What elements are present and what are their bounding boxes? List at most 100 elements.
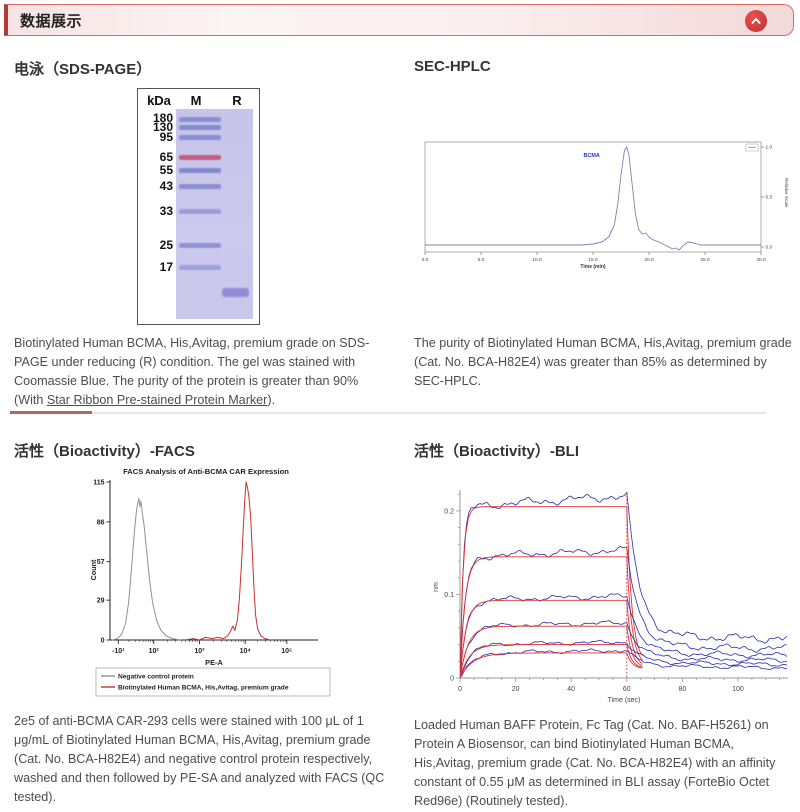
x-tick-label: 5.0 [478,257,485,263]
x-tick-label: 0 [458,686,462,693]
x-tick-label: 10⁴ [240,648,252,655]
chevron-up-icon [751,18,761,24]
sds-caption: Biotinylated Human BCMA, His,Avitag, pre… [14,334,390,410]
hplc-section-title: SEC-HPLC [414,58,491,75]
y-tick-label: 0.1 [444,592,454,599]
divider-accent [10,411,92,414]
gel-marker-band [179,168,221,174]
sensorgram-traces [460,491,788,678]
x-axis-label: PE-A [205,658,223,667]
collapse-button[interactable] [745,10,767,32]
gel-ladder-value: 43 [159,178,173,193]
plot-frame [424,141,762,253]
x-tick-label: 10.0 [532,257,542,263]
y-tick-label: 0 [450,676,454,683]
gel-ladder-value: 65 [159,149,173,164]
y-axis-label: nm [433,582,440,592]
x-tick-label: 30.0 [756,257,766,263]
chromatogram-trace [425,146,761,251]
x-axis-label: Time (min) [580,264,606,270]
gel-unit-label: kDa [147,93,171,108]
gel-marker-band [179,125,221,131]
gel-marker-band [179,135,221,141]
y-axis-label: Count [89,559,98,580]
x-tick-label: 100 [732,686,744,693]
gel-ladder-value: 33 [159,203,173,218]
bli-caption: Loaded Human BAFF Protein, Fc Tag (Cat. … [414,718,776,808]
y-tick-label: 29 [97,598,105,605]
legend-label: Biotinylated Human BCMA, His,Avitag, pre… [118,684,289,691]
section-header-bar: 数据展示 [4,4,794,36]
x-tick-label: 60 [623,686,631,693]
x-tick-label: 0.0 [422,257,429,263]
sds-section-title: 电泳（SDS-PAGE） [14,61,152,78]
fit-trace [460,506,643,678]
sds-caption-text-end: ). [267,393,276,407]
gel-ladder-value: 180 [152,111,173,126]
gel-marker-band [179,209,221,215]
gel-marker-band [179,184,221,190]
x-tick-label: 20 [512,686,520,693]
section-divider [10,411,766,414]
y-tick-label: 86 [97,519,105,526]
x-tick-label: 10⁵ [281,648,292,655]
fit-trace [460,652,643,678]
y-tick-label: 115 [93,480,104,487]
x-tick-label: 40 [567,686,575,693]
bli-sensorgram-chart: 0 20 40 60 80 100 Time (sec) 0 0.1 0.2 nm [433,490,788,704]
histogram-trace [111,497,181,641]
sds-caption-text: Biotinylated Human BCMA, His,Avitag, pre… [14,336,370,407]
chart-title: FACS Analysis of Anti-BCMA CAR Expressio… [123,467,289,476]
y-tick-label: 0 [101,638,105,645]
gel-ladder-value: 95 [159,129,173,144]
sds-page-gel-figure: kDa M R 180 130 95 65 55 43 33 25 17 [137,88,260,325]
fit-trace [460,644,643,678]
histogram-trace [184,481,271,641]
y-tick-label: 1.0 [766,145,773,151]
marker-product-link[interactable]: Star Ribbon Pre-stained Protein Marker [46,393,268,407]
x-axis-label: Time (sec) [608,697,641,704]
facs-section-title: 活性（Bioactivity）-FACS [14,443,195,460]
gel-marker-band [179,243,221,249]
data-trace [460,620,787,678]
sec-hplc-chart: 0.0 5.0 10.0 15.0 20.0 25.0 30.0 Time (min) 0.0 0… [422,141,789,270]
gel-lane-m-label: M [190,93,202,108]
gel-lane-area [176,109,253,319]
gel-marker-band [179,116,221,122]
x-tick-label: 20.0 [644,257,654,263]
x-tick-label: 25.0 [700,257,710,263]
gel-lane-r-label: R [232,93,242,108]
gel-sample-band [222,288,249,298]
facs-caption: 2e5 of anti-BCMA CAR-293 cells were stai… [14,714,385,804]
data-trace [460,546,787,678]
y-tick-label: 0.2 [444,508,454,515]
gel-ladder-value: 55 [159,162,173,177]
data-trace [460,491,788,678]
hplc-caption: The purity of Biotinylated Human BCMA, H… [414,336,792,388]
y-tick-label: 57 [97,559,105,566]
x-tick-label: 10³ [194,648,205,655]
x-tick-label: 80 [678,686,686,693]
y-tick-label: 0.0 [766,245,773,251]
gel-marker-band [179,265,221,271]
x-tick-label: -10¹ [112,648,125,655]
fit-trace [460,625,643,678]
legend-label: Negative control protein [118,673,194,680]
y-tick-label: 0.5 [766,195,773,201]
fit-trace [460,599,643,678]
gel-ladder-value: 25 [159,237,173,252]
x-tick-label: 15.0 [588,257,598,263]
data-trace [460,593,788,678]
data-trace [460,639,788,678]
x-tick-label: 10² [149,648,160,655]
chart-legend: Negative control protein Biotinylated Hum… [95,667,331,697]
page-title: 数据展示 [20,12,83,30]
bli-section-title: 活性（Bioactivity）-BLI [414,443,580,460]
gel-ladder-value: 130 [152,119,173,134]
gel-ladder-value: 17 [159,259,173,274]
facs-histogram-chart: FACS Analysis of Anti-BCMA CAR Expressio… [89,467,331,697]
gel-marker-band [179,155,221,161]
y-axis-label: Relative Scale [784,178,789,208]
peak-annotation: BCMA [584,153,600,159]
